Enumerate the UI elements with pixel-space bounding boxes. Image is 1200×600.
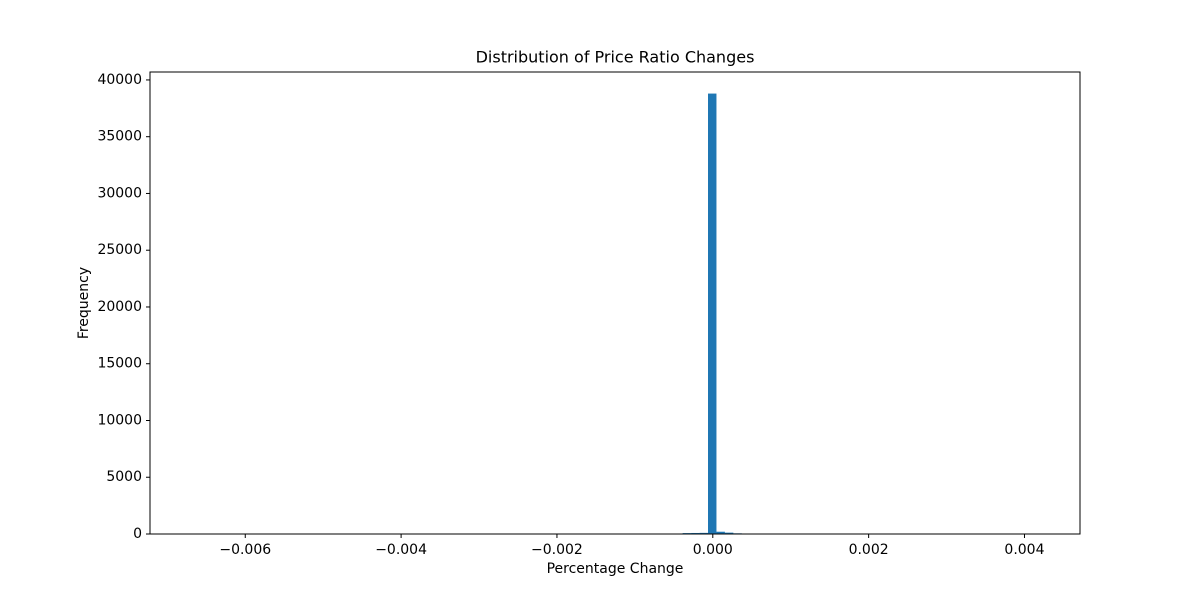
bar — [691, 532, 700, 534]
x-tick-label: 0.004 — [1004, 542, 1044, 558]
x-tick-label: 0.002 — [849, 542, 889, 558]
y-tick-label: 35000 — [97, 129, 142, 145]
x-tick-label: 0.000 — [693, 542, 733, 558]
bar — [699, 532, 708, 534]
x-tick-label: −0.006 — [219, 542, 271, 558]
y-tick-label: 30000 — [97, 185, 142, 201]
bar — [724, 532, 734, 534]
x-axis-label: Percentage Change — [547, 561, 684, 577]
plot-frame — [149, 71, 1081, 535]
x-tick-label: −0.004 — [375, 542, 427, 558]
y-tick-label: 40000 — [97, 72, 142, 88]
x-tick-label: −0.002 — [531, 542, 583, 558]
y-tick-label: 10000 — [97, 412, 142, 428]
y-tick-label: 0 — [133, 526, 142, 542]
y-axis-label: Frequency — [76, 267, 92, 339]
bar — [708, 93, 717, 534]
bar — [716, 531, 725, 534]
y-tick-label: 25000 — [97, 242, 142, 258]
y-tick-label: 5000 — [106, 469, 142, 485]
y-tick-label: 20000 — [97, 299, 142, 315]
y-tick-label: 15000 — [97, 356, 142, 372]
chart-title: Distribution of Price Ratio Changes — [476, 48, 755, 67]
